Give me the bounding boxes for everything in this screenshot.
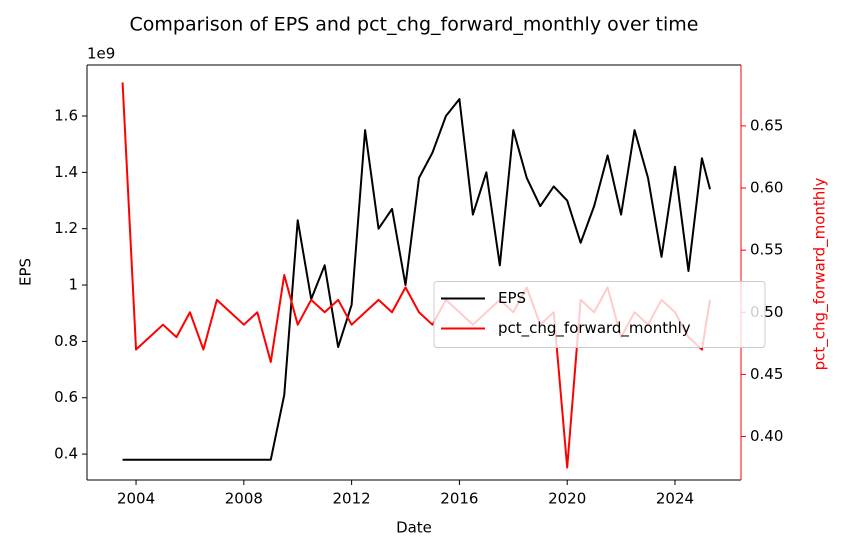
x-tick-label: 2024	[656, 490, 694, 508]
x-tick-label: 2012	[333, 490, 371, 508]
y2-axis-label: pct_chg_forward_monthly	[811, 178, 830, 371]
y2-tick-label: 0.65	[750, 116, 783, 134]
y2-tick-label: 0.55	[750, 241, 783, 259]
legend-box	[433, 281, 766, 348]
x-tick-label: 2020	[548, 490, 586, 508]
y-tick-label: 0.4	[54, 445, 78, 463]
y2-tick-label: 0.60	[750, 179, 783, 197]
x-tick-label: 2016	[440, 490, 478, 508]
data-line	[121, 82, 711, 469]
data-line	[122, 98, 711, 461]
x-tick-label: 2004	[117, 490, 155, 508]
y-tick-label: 1.4	[54, 163, 78, 181]
y2-tick-label: 0.40	[750, 427, 783, 445]
y-tick-label: 1	[68, 276, 78, 294]
y-offset-label: 1e9	[87, 45, 115, 63]
y-tick-label: 1.2	[54, 219, 78, 237]
y-tick-label: 1.6	[54, 106, 78, 124]
y-axis-label: EPS	[17, 258, 35, 286]
x-axis-label: Date	[396, 519, 432, 537]
y-tick-label: 0.6	[54, 388, 78, 406]
y2-tick-label: 0.45	[750, 365, 783, 383]
legend-label: EPS	[498, 289, 526, 307]
legend-label: pct_chg_forward_monthly	[498, 319, 691, 338]
x-tick-label: 2008	[225, 490, 263, 508]
chart-title: Comparison of EPS and pct_chg_forward_mo…	[130, 14, 699, 36]
y-tick-label: 0.8	[54, 332, 78, 350]
